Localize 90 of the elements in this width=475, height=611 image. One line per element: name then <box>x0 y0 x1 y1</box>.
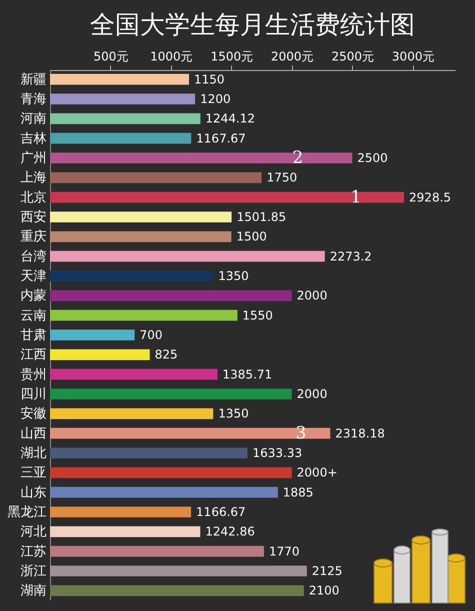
bar <box>50 172 262 184</box>
bar <box>50 467 292 478</box>
data-label: 1550 <box>242 308 273 322</box>
y-tick-label: 青海 <box>20 92 46 108</box>
y-tick-label: 天津 <box>20 269 46 284</box>
annotation: 3 <box>295 423 306 444</box>
y-tick-label: 甘肃 <box>20 328 46 343</box>
y-tick-label: 黑龙江 <box>8 504 46 520</box>
bar <box>50 566 307 576</box>
x-tick-label: 2000元 <box>271 50 314 64</box>
y-tick-label: 湖南 <box>20 584 46 599</box>
data-label: 2125 <box>312 564 342 578</box>
x-tick-label: 2500元 <box>331 50 374 64</box>
x-tick-label: 1500元 <box>210 50 254 64</box>
y-tick-label: 重庆 <box>20 230 46 245</box>
y-tick-label: 河南 <box>20 112 46 127</box>
y-tick-label: 贵州 <box>20 367 46 382</box>
bar <box>50 388 292 400</box>
bar <box>50 74 190 85</box>
y-tick-label: 新疆 <box>20 72 46 88</box>
data-label: 1385.71 <box>222 367 272 382</box>
bar <box>50 94 196 104</box>
y-tick-label: 上海 <box>20 170 46 186</box>
data-label: 2273.2 <box>330 249 372 264</box>
bar <box>50 192 404 203</box>
y-tick-label: 安徽 <box>20 406 46 422</box>
bar <box>50 408 214 420</box>
y-tick-label: 山东 <box>20 485 46 500</box>
data-label: 2000+ <box>296 466 338 480</box>
data-label: 1244.12 <box>205 112 256 126</box>
data-label: 2928.5 <box>409 190 452 204</box>
bar <box>50 506 192 518</box>
annotation: 2 <box>292 148 304 168</box>
annotation: 1 <box>350 187 362 208</box>
y-tick-label: 江西 <box>20 348 46 363</box>
y-tick-label: 浙江 <box>20 564 46 579</box>
y-tick-label: 北京 <box>20 190 46 206</box>
data-label: 2318.18 <box>335 426 385 440</box>
bar <box>50 448 248 458</box>
data-label: 825 <box>154 348 178 362</box>
data-label: 1200 <box>200 92 231 106</box>
bar <box>50 368 218 380</box>
y-tick-label: 台湾 <box>20 248 46 264</box>
bar <box>50 349 150 360</box>
y-tick-label: 四川 <box>20 387 46 402</box>
data-label: 1150 <box>194 72 225 86</box>
bar <box>50 428 330 439</box>
data-label: 2500 <box>357 151 388 166</box>
bar <box>50 212 232 222</box>
data-label: 1167.67 <box>196 131 246 146</box>
bar <box>50 310 238 321</box>
bar <box>50 526 200 538</box>
y-tick-label: 西安 <box>20 209 46 226</box>
data-label: 1770 <box>268 544 300 558</box>
data-label: 1350 <box>218 269 249 283</box>
data-label: 1242.86 <box>205 524 255 539</box>
data-label: 2000 <box>296 387 328 401</box>
bar <box>50 486 278 498</box>
bar <box>50 113 200 124</box>
x-tick-label: 500元 <box>93 50 128 64</box>
data-label: 1500 <box>236 230 267 244</box>
data-label: 700 <box>140 328 163 342</box>
y-tick-label: 广州 <box>20 151 46 166</box>
data-label: 1350 <box>218 406 249 421</box>
data-label: 1501.85 <box>236 210 286 224</box>
y-tick-label: 三亚 <box>20 466 46 481</box>
y-tick-label: 江苏 <box>20 544 46 560</box>
bar <box>50 231 232 242</box>
data-label: 2000 <box>296 288 328 303</box>
y-tick-label: 湖北 <box>20 446 46 461</box>
data-label: 1633.33 <box>252 446 302 460</box>
y-tick-label: 山西 <box>20 426 46 442</box>
bar <box>50 270 214 282</box>
bar <box>50 330 135 340</box>
chart-title: 全国大学生每月生活费统计图 <box>90 10 415 39</box>
bar <box>50 546 264 557</box>
y-tick-label: 河北 <box>20 524 46 540</box>
y-tick-label: 内蒙 <box>20 288 46 304</box>
bar <box>50 290 292 302</box>
data-label: 2100 <box>308 584 340 598</box>
bar <box>50 250 325 262</box>
bar <box>50 132 192 144</box>
data-label: 1750 <box>266 170 298 185</box>
data-label: 1885 <box>282 485 314 500</box>
y-tick-label: 吉林 <box>20 131 46 146</box>
data-label: 1166.67 <box>196 504 246 519</box>
bar <box>50 585 304 596</box>
x-tick-label: 3000元 <box>392 50 434 64</box>
y-tick-label: 云南 <box>20 308 46 324</box>
x-tick-label: 1000元 <box>150 50 193 64</box>
